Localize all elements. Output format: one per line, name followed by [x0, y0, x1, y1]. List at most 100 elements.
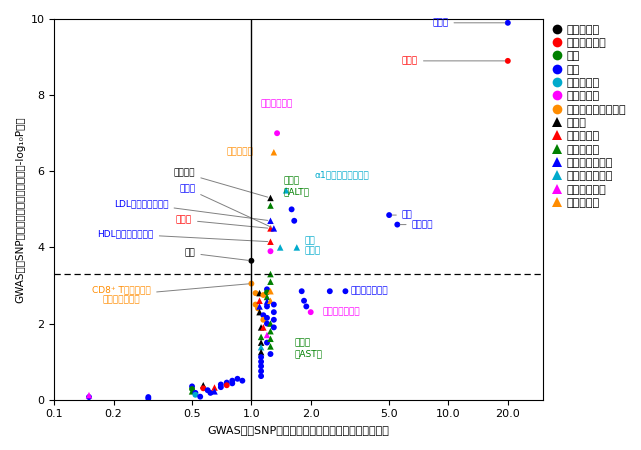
- Text: 血清総蛋白: 血清総蛋白: [226, 148, 253, 157]
- Point: [269, 324, 279, 331]
- Point: [84, 393, 94, 400]
- Point: [190, 389, 201, 396]
- Point: [256, 373, 266, 380]
- Point: [256, 344, 266, 351]
- Point: [265, 202, 276, 209]
- Text: 血清カリウム: 血清カリウム: [261, 99, 293, 108]
- Point: [187, 383, 197, 390]
- Point: [258, 324, 269, 331]
- Text: HDLコレステロール: HDLコレステロール: [97, 230, 268, 242]
- Point: [301, 303, 312, 310]
- Point: [265, 248, 276, 255]
- Point: [253, 305, 263, 312]
- Point: [262, 339, 272, 346]
- Text: 身長: 身長: [185, 249, 249, 261]
- Point: [254, 297, 265, 304]
- Point: [256, 339, 266, 346]
- Point: [265, 335, 276, 342]
- Text: 飲酒量: 飲酒量: [402, 56, 505, 65]
- Point: [222, 379, 232, 386]
- Point: [384, 212, 394, 219]
- Point: [254, 309, 265, 316]
- Point: [198, 382, 208, 389]
- Point: [306, 309, 316, 316]
- Point: [265, 343, 276, 350]
- Text: ナルコレプシー: ナルコレプシー: [351, 287, 388, 296]
- Point: [216, 383, 226, 391]
- Point: [198, 385, 208, 392]
- Point: [258, 292, 269, 299]
- Text: 肝機能
（ALT）: 肝機能 （ALT）: [283, 177, 309, 196]
- Point: [195, 393, 205, 400]
- Point: [340, 288, 351, 295]
- Point: [265, 320, 276, 327]
- Point: [392, 221, 403, 228]
- Point: [251, 289, 261, 297]
- Point: [227, 380, 237, 387]
- Point: [143, 395, 153, 402]
- Point: [143, 393, 153, 400]
- Point: [503, 19, 513, 27]
- Point: [262, 303, 272, 310]
- Point: [265, 278, 276, 285]
- Text: 心筋梗塞: 心筋梗塞: [400, 220, 433, 229]
- Point: [262, 293, 272, 301]
- Point: [265, 297, 276, 304]
- Point: [289, 217, 299, 225]
- Point: [222, 382, 232, 389]
- Point: [256, 349, 266, 356]
- Point: [262, 331, 272, 338]
- Legend: 身体計測値, 飲酒喫煙行動, 血圧, 疾患, 心電図検査, 血清電解質, 免疫細胞遣伝子発現, 血球数, 賢機能検査, 肝機能検査, 血糖・脂質検査, その他の: 身体計測値, 飲酒喫煙行動, 血圧, 疾患, 心電図検査, 血清電解質, 免疫細…: [553, 25, 626, 208]
- Point: [254, 303, 265, 310]
- Point: [287, 206, 297, 213]
- Point: [254, 289, 265, 297]
- Text: 痛風: 痛風: [392, 211, 413, 220]
- Point: [262, 314, 272, 321]
- Point: [265, 288, 276, 295]
- Point: [262, 320, 272, 327]
- Point: [84, 392, 94, 399]
- Point: [275, 244, 285, 251]
- Text: 肝機能
（AST）: 肝機能 （AST）: [294, 339, 322, 358]
- Y-axis label: GWAS関連SNPにおける適応進化の強さ（-log₁₀P値）: GWAS関連SNPにおける適応進化の強さ（-log₁₀P値）: [15, 116, 25, 303]
- Text: 赤血球数: 赤血球数: [174, 169, 268, 197]
- Point: [210, 388, 220, 395]
- Text: 尿酸値: 尿酸値: [176, 216, 268, 228]
- Point: [265, 328, 276, 335]
- Point: [265, 217, 276, 225]
- Point: [299, 297, 309, 304]
- Point: [256, 363, 266, 370]
- Point: [256, 324, 266, 331]
- Text: 血液
凝固能: 血液 凝固能: [304, 236, 320, 255]
- Point: [256, 358, 266, 365]
- Point: [246, 280, 256, 287]
- Point: [269, 148, 279, 156]
- Point: [269, 309, 279, 316]
- Point: [281, 187, 291, 194]
- Text: 血清ナトリウム: 血清ナトリウム: [322, 308, 360, 317]
- Point: [265, 194, 276, 202]
- Text: 食道癌: 食道癌: [432, 18, 505, 27]
- Point: [246, 257, 256, 264]
- Text: 血糖値: 血糖値: [179, 184, 271, 227]
- Point: [190, 391, 201, 398]
- Point: [292, 244, 302, 251]
- Point: [269, 301, 279, 308]
- Point: [262, 298, 272, 305]
- Point: [503, 57, 513, 64]
- Point: [232, 375, 242, 382]
- Point: [237, 377, 247, 384]
- Point: [262, 286, 272, 293]
- Text: LDLコレステロール: LDLコレステロール: [114, 199, 268, 220]
- Point: [256, 368, 266, 375]
- Point: [265, 270, 276, 278]
- Point: [265, 351, 276, 358]
- Text: α1アンチトリプシン: α1アンチトリプシン: [315, 171, 370, 180]
- Point: [258, 316, 269, 324]
- Point: [325, 288, 335, 295]
- Point: [256, 354, 266, 361]
- Point: [187, 388, 197, 395]
- Point: [262, 289, 272, 296]
- X-axis label: GWAS関連SNPにおける適応進化の強さ（比率増加）: GWAS関連SNPにおける適応進化の強さ（比率増加）: [208, 425, 389, 435]
- Point: [227, 377, 237, 384]
